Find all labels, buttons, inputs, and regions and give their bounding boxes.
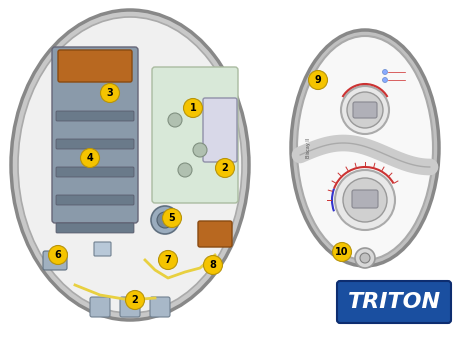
Circle shape [360,253,370,263]
Circle shape [215,159,234,177]
Circle shape [335,170,395,230]
FancyBboxPatch shape [56,139,134,149]
Circle shape [193,143,207,157]
FancyBboxPatch shape [56,167,134,177]
Text: 4: 4 [86,153,93,163]
Circle shape [126,290,145,309]
FancyBboxPatch shape [352,190,378,208]
Circle shape [308,70,327,90]
Circle shape [383,70,387,75]
FancyBboxPatch shape [353,102,377,118]
Circle shape [178,163,192,177]
Ellipse shape [18,17,242,313]
Text: 10: 10 [335,247,349,257]
Circle shape [100,84,120,103]
FancyBboxPatch shape [56,111,134,121]
Text: 1: 1 [190,103,196,113]
Text: 2: 2 [132,295,139,305]
Circle shape [162,209,181,228]
FancyBboxPatch shape [90,297,110,317]
Circle shape [347,92,383,128]
Circle shape [343,178,387,222]
FancyBboxPatch shape [150,297,170,317]
Circle shape [80,148,100,168]
FancyBboxPatch shape [337,281,451,323]
Circle shape [341,86,389,134]
FancyBboxPatch shape [152,67,238,203]
FancyBboxPatch shape [58,50,132,82]
Ellipse shape [291,30,439,266]
Circle shape [383,77,387,83]
FancyBboxPatch shape [198,221,232,247]
FancyBboxPatch shape [56,195,134,205]
Text: TRITON: TRITON [347,292,440,312]
Circle shape [168,113,182,127]
FancyBboxPatch shape [120,297,140,317]
Text: 2: 2 [222,163,228,173]
Text: 5: 5 [169,213,175,223]
Circle shape [48,245,67,265]
Ellipse shape [297,36,433,260]
Text: 8: 8 [210,260,216,270]
Text: 6: 6 [54,250,61,260]
Circle shape [157,212,173,228]
Circle shape [184,98,202,118]
Circle shape [332,243,352,261]
FancyBboxPatch shape [203,98,237,162]
FancyBboxPatch shape [43,251,67,270]
Circle shape [204,256,222,274]
Text: 3: 3 [106,88,113,98]
Text: 7: 7 [165,255,172,265]
Circle shape [151,206,179,234]
FancyBboxPatch shape [52,47,138,223]
FancyBboxPatch shape [94,242,111,256]
Text: Biscay II: Biscay II [306,138,311,158]
FancyBboxPatch shape [56,223,134,233]
Text: 9: 9 [315,75,321,85]
Circle shape [159,251,178,270]
Ellipse shape [11,10,249,320]
Circle shape [355,248,375,268]
